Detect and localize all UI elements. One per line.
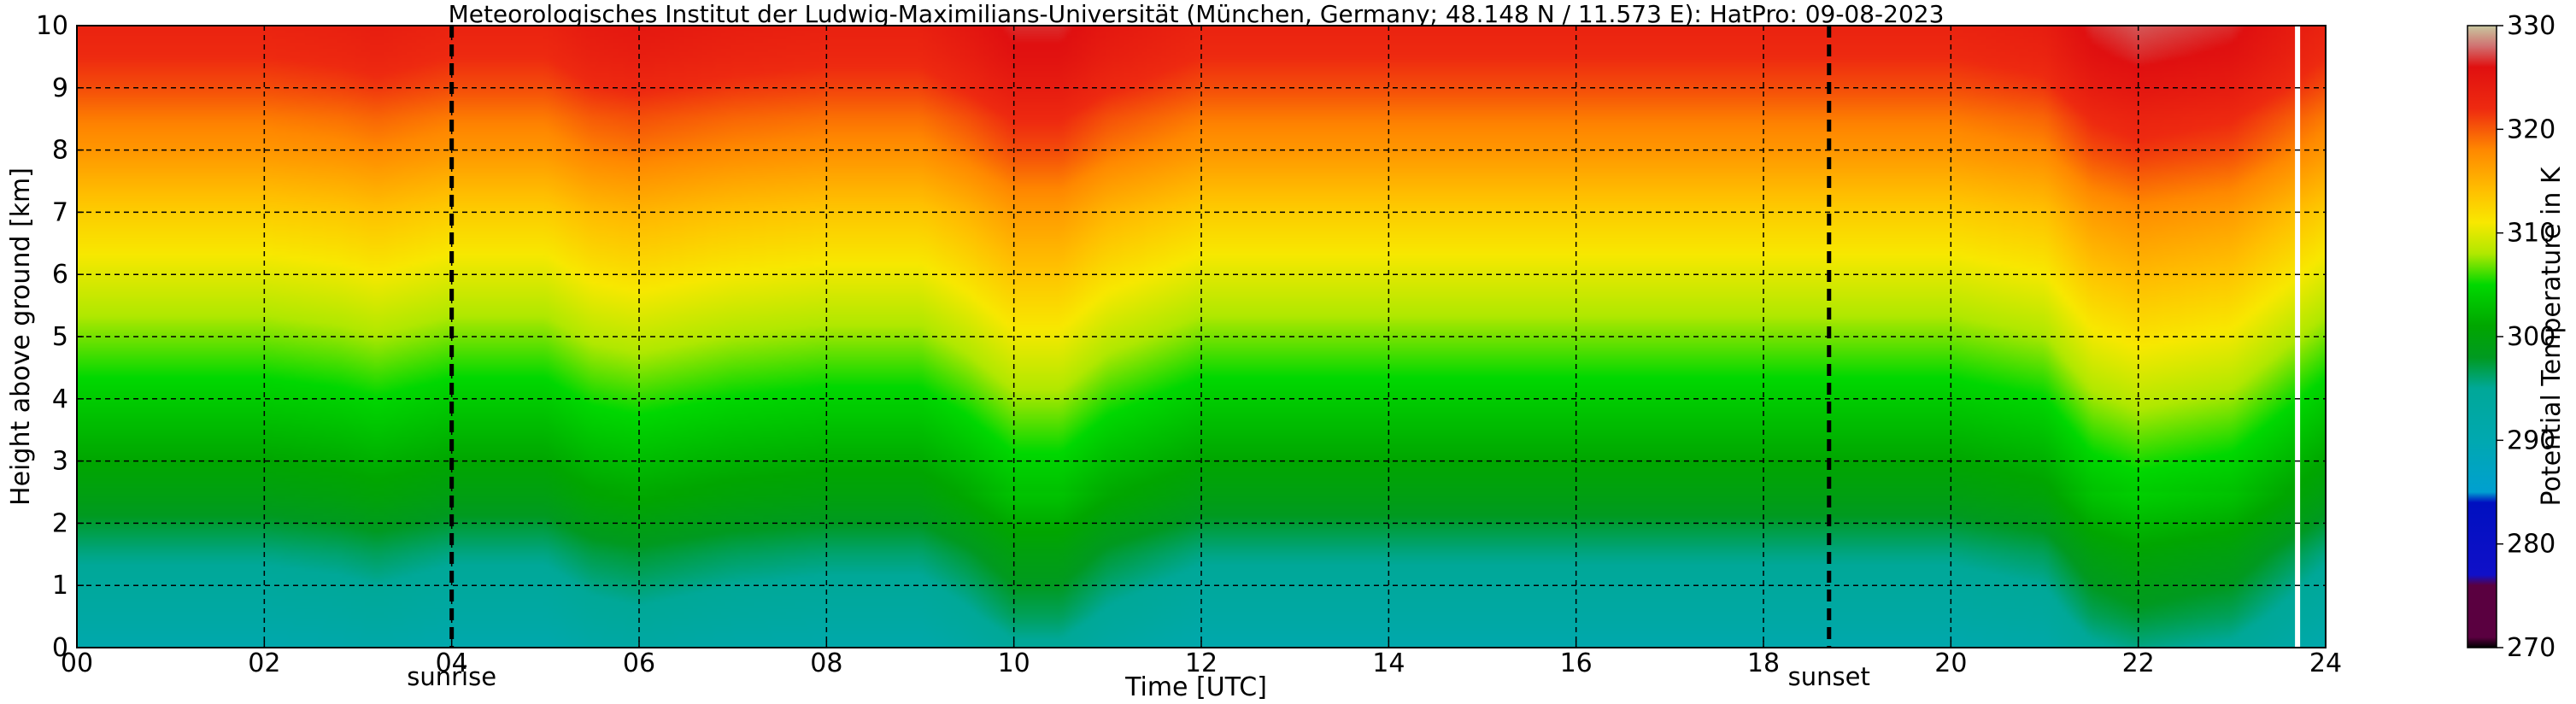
x-axis-title: Time [UTC] xyxy=(1124,672,1267,702)
sunrise-label: sunrise xyxy=(407,662,496,691)
x-tick-label: 02 xyxy=(248,648,280,678)
y-tick-label: 1 xyxy=(52,571,68,601)
x-tick-label: 08 xyxy=(810,648,842,678)
x-tick-label: 18 xyxy=(1747,648,1780,678)
y-tick-label: 4 xyxy=(52,384,68,414)
y-tick-label: 0 xyxy=(52,633,68,663)
x-tick-label: 10 xyxy=(998,648,1030,678)
y-tick-label: 10 xyxy=(36,11,68,41)
x-tick-label: 12 xyxy=(1185,648,1218,678)
y-tick-label: 8 xyxy=(52,136,68,166)
y-tick-label: 3 xyxy=(52,447,68,477)
sunset-label: sunset xyxy=(1788,662,1870,691)
x-tick-label: 06 xyxy=(623,648,655,678)
colorbar-tick-label: 290 xyxy=(2507,425,2555,455)
colorbar: 270 280 290 300 310 320 330 Potential Temperat… xyxy=(2467,11,2567,663)
colorbar-tick-label: 330 xyxy=(2507,11,2555,41)
y-axis: 0 1 2 3 4 5 6 7 8 9 10 xyxy=(36,11,84,663)
x-tick-label: 24 xyxy=(2309,648,2342,678)
colorbar-label: Potential Temperature in K xyxy=(2537,166,2567,506)
colorbar-gradient xyxy=(2467,25,2497,648)
x-tick-label: 04 xyxy=(436,648,468,678)
y-tick-label: 6 xyxy=(52,260,68,290)
chart-title: Meteorologisches Institut der Ludwig-Max… xyxy=(449,0,1945,28)
x-tick-label: 00 xyxy=(61,648,93,678)
colorbar-tick-label: 270 xyxy=(2507,633,2555,663)
x-tick-label: 20 xyxy=(1934,648,1967,678)
colorbar-tick-label: 320 xyxy=(2507,114,2555,144)
x-tick-label: 22 xyxy=(2122,648,2155,678)
colorbar-ticks: 270 280 290 300 310 320 330 xyxy=(2497,11,2555,663)
y-axis-title: Height above ground [km] xyxy=(6,167,36,506)
y-tick-label: 9 xyxy=(52,73,68,103)
annotation-layer: sunrise sunset xyxy=(407,26,1870,691)
x-tick-label: 16 xyxy=(1560,648,1593,678)
colorbar-tick-label: 300 xyxy=(2507,322,2555,352)
colorbar-tick-label: 310 xyxy=(2507,219,2555,249)
y-tick-label: 5 xyxy=(52,322,68,352)
y-tick-label: 2 xyxy=(52,508,68,538)
x-tick-label: 14 xyxy=(1372,648,1405,678)
colorbar-tick-label: 280 xyxy=(2507,530,2555,560)
y-tick-label: 7 xyxy=(52,197,68,227)
x-axis: 00 02 04 06 08 10 12 14 16 18 20 22 24 xyxy=(61,641,2342,678)
